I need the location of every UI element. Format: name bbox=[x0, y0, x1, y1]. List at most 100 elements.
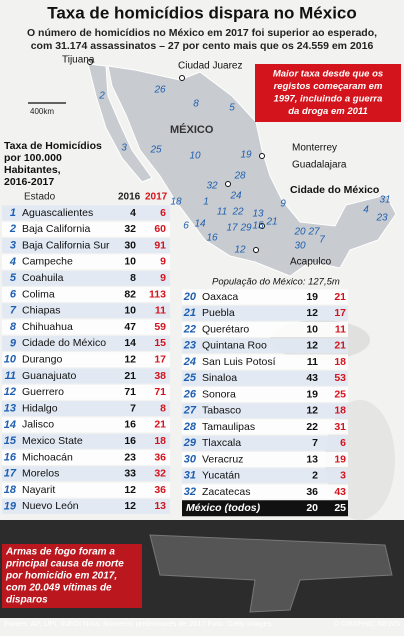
state-name: Campeche bbox=[22, 256, 73, 268]
column-header: 2016 bbox=[118, 192, 141, 203]
rate-2016: 16 bbox=[124, 435, 136, 447]
state-number: 1 bbox=[203, 197, 209, 208]
state-number: 9 bbox=[280, 199, 286, 210]
rate-2017: 60 bbox=[154, 223, 166, 235]
rate-2016: 19 bbox=[306, 291, 318, 303]
city-dot bbox=[87, 59, 93, 65]
rate-2017: 11 bbox=[335, 323, 346, 335]
state-number: 7 bbox=[319, 235, 325, 246]
rate-2017: 6 bbox=[160, 207, 166, 219]
rate-2017: 3 bbox=[340, 470, 346, 482]
city-dot bbox=[259, 153, 265, 159]
state-name: Guerrero bbox=[22, 386, 64, 398]
row-number: 14 bbox=[4, 419, 16, 431]
credit: © GRAPHIC NEWS bbox=[334, 619, 400, 628]
state-number: 21 bbox=[265, 217, 277, 228]
rate-2016: 43 bbox=[306, 372, 318, 384]
state-name: Veracruz bbox=[202, 453, 243, 465]
scale-label: 400km bbox=[30, 107, 54, 116]
subtitle: O número de homicídios no México em 2017… bbox=[27, 27, 377, 39]
rate-2016: 32 bbox=[124, 223, 136, 235]
row-background bbox=[182, 322, 348, 337]
row-number: 7 bbox=[10, 305, 17, 317]
row-background bbox=[2, 238, 170, 254]
population: População do México: 127,5m bbox=[212, 277, 340, 288]
row-number: 22 bbox=[183, 323, 196, 335]
row-number: 28 bbox=[183, 421, 197, 433]
row-background bbox=[2, 482, 170, 498]
row-background bbox=[182, 354, 348, 370]
city-label: Acapulco bbox=[290, 257, 332, 268]
rate-2017: 18 bbox=[154, 435, 166, 447]
row-number: 19 bbox=[4, 500, 17, 512]
rate-2017: 31 bbox=[334, 421, 346, 433]
state-name: Cidade do México bbox=[22, 337, 106, 349]
rate-2017: 38 bbox=[154, 370, 166, 382]
state-name: Jalisco bbox=[22, 419, 54, 431]
note-text: com 20.049 vítimas de bbox=[6, 583, 112, 594]
state-name: Michoacán bbox=[22, 451, 73, 463]
row-background bbox=[2, 303, 170, 319]
total-2016: 20 bbox=[306, 502, 318, 514]
row-number: 17 bbox=[4, 468, 17, 480]
row-background bbox=[2, 433, 170, 449]
rate-2016: 10 bbox=[124, 305, 136, 317]
row-number: 10 bbox=[4, 354, 17, 366]
state-name: Quintana Roo bbox=[202, 340, 267, 352]
state-number: 2 bbox=[98, 91, 105, 102]
rate-2017: 71 bbox=[154, 386, 166, 398]
rate-2016: 13 bbox=[306, 453, 318, 465]
row-background bbox=[2, 417, 170, 433]
row-number: 12 bbox=[4, 386, 16, 398]
row-background bbox=[2, 368, 170, 384]
country-label: MÉXICO bbox=[170, 123, 214, 136]
rate-2017: 9 bbox=[160, 256, 166, 268]
row-background bbox=[182, 305, 348, 321]
state-name: Guanajuato bbox=[22, 370, 76, 382]
rate-2016: 10 bbox=[306, 323, 318, 335]
rate-2016: 7 bbox=[130, 402, 136, 414]
state-name: San Luis Potosí bbox=[202, 356, 276, 368]
rate-2016: 21 bbox=[124, 370, 136, 382]
rate-2017: 21 bbox=[334, 340, 346, 352]
row-number: 3 bbox=[10, 240, 16, 252]
subtitle: com 31.174 assassinatos – 27 por cento m… bbox=[31, 40, 374, 52]
total-2017: 25 bbox=[334, 502, 346, 514]
rate-2016: 82 bbox=[124, 288, 136, 300]
rate-2017: 113 bbox=[149, 288, 166, 300]
rate-2017: 18 bbox=[334, 356, 346, 368]
state-number: 24 bbox=[229, 191, 242, 202]
rate-2017: 53 bbox=[334, 372, 346, 384]
row-background bbox=[2, 221, 170, 237]
state-name: Tabasco bbox=[202, 405, 241, 417]
state-number: 10 bbox=[189, 151, 201, 162]
rate-2016: 12 bbox=[306, 307, 318, 319]
state-name: Puebla bbox=[202, 307, 235, 319]
state-name: Morelos bbox=[22, 468, 59, 480]
map-peninsula bbox=[87, 63, 153, 183]
callout-box bbox=[255, 64, 401, 122]
row-number: 6 bbox=[10, 288, 17, 300]
state-number: 8 bbox=[193, 99, 199, 110]
state-number: 5 bbox=[229, 103, 235, 114]
state-number: 11 bbox=[217, 207, 227, 218]
row-number: 5 bbox=[10, 272, 17, 284]
state-name: Oaxaca bbox=[202, 291, 238, 303]
note-text: principal causa de morte bbox=[5, 559, 124, 570]
callout-text: 1997, incluindo a guerra bbox=[274, 94, 383, 105]
state-name: Tlaxcala bbox=[202, 437, 241, 449]
rate-2017: 8 bbox=[160, 402, 166, 414]
state-number: 22 bbox=[231, 207, 244, 218]
table-title: Taxa de Homicídios bbox=[4, 140, 102, 152]
state-name: Nuevo León bbox=[22, 500, 79, 512]
row-number: 16 bbox=[4, 451, 17, 463]
note-box bbox=[2, 544, 142, 608]
row-background bbox=[2, 270, 170, 286]
rate-2016: 7 bbox=[312, 437, 318, 449]
city-label: Guadalajara bbox=[292, 160, 347, 171]
column-header: 2017 bbox=[145, 192, 168, 203]
row-background bbox=[2, 466, 170, 482]
rate-2016: 23 bbox=[124, 451, 136, 463]
rate-2016: 16 bbox=[124, 419, 136, 431]
rate-2016: 11 bbox=[307, 356, 318, 368]
